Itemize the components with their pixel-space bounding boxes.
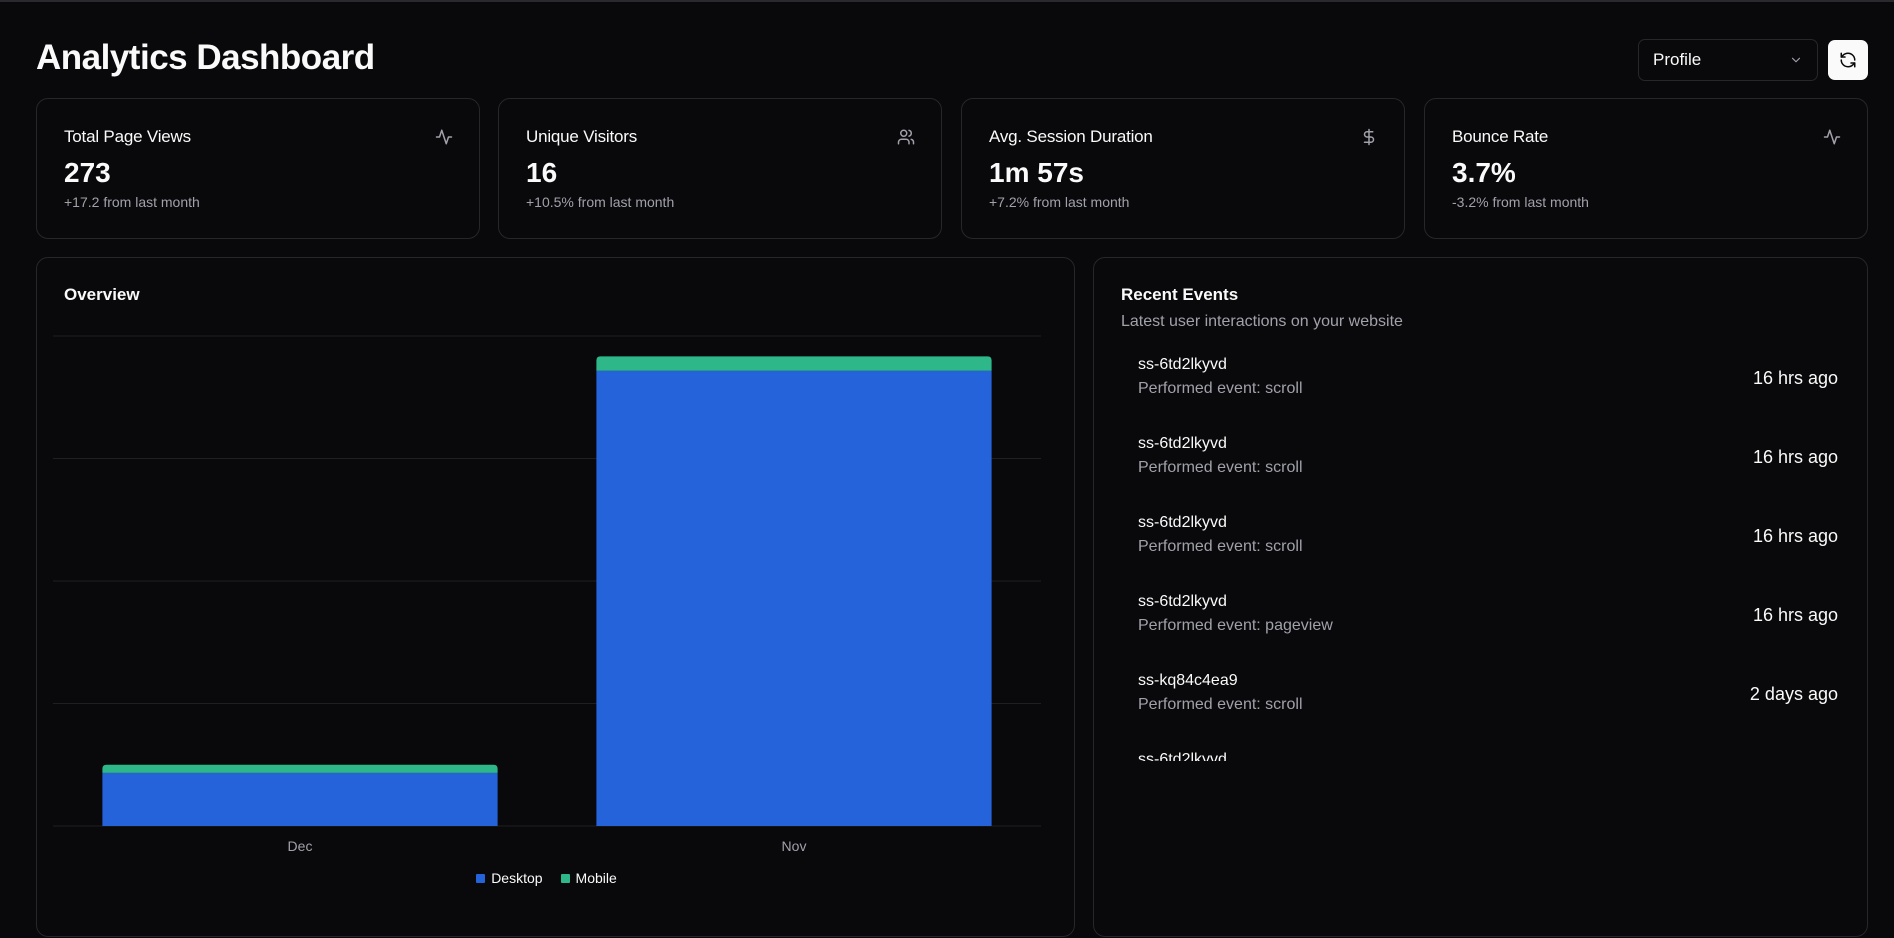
profile-select[interactable]: Profile [1638, 39, 1818, 81]
chevron-down-icon [1791, 57, 1801, 63]
dollar-icon [1363, 128, 1375, 146]
stat-card-page-views: Total Page Views 273 +17.2 from last mon… [36, 98, 480, 239]
list-item[interactable]: ss-6td2lkyvd Performed event: scroll 16 … [1138, 356, 1838, 435]
recent-events-panel: Recent Events Latest user interactions o… [1093, 257, 1868, 937]
bar-desktop-nov[interactable] [596, 370, 992, 826]
legend-item-mobile[interactable]: Mobile [560, 870, 617, 886]
stat-delta: -3.2% from last month [1452, 194, 1589, 210]
stat-value: 1m 57s [989, 157, 1084, 188]
stat-label: Unique Visitors [526, 127, 638, 146]
events-title: Recent Events [1121, 285, 1239, 304]
event-time: 16 hrs ago [1752, 526, 1838, 546]
list-item[interactable]: ss-6td2lkyvd [1138, 751, 1838, 761]
event-session-id: ss-6td2lkyvd [1138, 593, 1227, 610]
refresh-icon [1840, 52, 1856, 68]
overview-title: Overview [64, 285, 140, 304]
overview-chart: Dec Nov [53, 335, 1041, 854]
legend-label: Mobile [575, 870, 617, 886]
overview-panel: Overview Dec Nov Desktop Mobile [36, 257, 1075, 937]
users-icon [897, 129, 915, 145]
event-session-id: ss-6td2lkyvd [1138, 435, 1227, 452]
stat-label: Bounce Rate [1452, 127, 1549, 146]
event-time: 16 hrs ago [1752, 447, 1838, 467]
event-description: Performed event: scroll [1138, 380, 1303, 397]
bar-mobile-dec[interactable] [102, 764, 498, 773]
list-item[interactable]: ss-6td2lkyvd Performed event: scroll 16 … [1138, 435, 1838, 514]
activity-icon [1823, 129, 1841, 145]
events-subtitle: Latest user interactions on your website [1121, 313, 1403, 330]
stat-card-unique-visitors: Unique Visitors 16 +10.5% from last mont… [498, 98, 942, 239]
event-session-id: ss-kq84c4ea9 [1138, 672, 1238, 689]
activity-icon [435, 129, 453, 145]
stat-delta: +10.5% from last month [526, 194, 675, 210]
stat-value: 273 [64, 157, 111, 188]
stat-card-session-duration: Avg. Session Duration 1m 57s +7.2% from … [961, 98, 1405, 239]
event-time: 2 days ago [1749, 684, 1838, 704]
event-description: Performed event: scroll [1138, 696, 1303, 713]
event-time: 16 hrs ago [1752, 368, 1838, 388]
event-description: Performed event: scroll [1138, 459, 1303, 476]
top-border [0, 0, 1894, 2]
event-description: Performed event: scroll [1138, 538, 1303, 555]
stat-label: Avg. Session Duration [989, 127, 1153, 146]
legend-swatch [476, 873, 486, 883]
x-tick-label: Dec [288, 838, 313, 854]
events-list[interactable]: ss-6td2lkyvd Performed event: scroll 16 … [1138, 356, 1838, 761]
profile-select-value: Profile [1653, 50, 1702, 69]
event-session-id: ss-6td2lkyvd [1138, 356, 1227, 373]
legend-label: Desktop [491, 870, 543, 886]
list-item[interactable]: ss-6td2lkyvd Performed event: scroll 16 … [1138, 514, 1838, 593]
stat-delta: +7.2% from last month [989, 194, 1130, 210]
list-item[interactable]: ss-6td2lkyvd Performed event: pageview 1… [1138, 593, 1838, 672]
legend-swatch [560, 873, 570, 883]
stat-value: 16 [526, 157, 558, 188]
chart-legend: Desktop Mobile [37, 870, 1076, 886]
stat-value: 3.7% [1452, 157, 1516, 188]
stat-label: Total Page Views [64, 127, 191, 146]
refresh-button[interactable] [1828, 40, 1868, 80]
event-time: 16 hrs ago [1752, 605, 1838, 625]
event-session-id: ss-6td2lkyvd [1138, 514, 1227, 531]
stat-card-bounce-rate: Bounce Rate 3.7% -3.2% from last month [1424, 98, 1868, 239]
x-tick-label: Nov [782, 838, 807, 854]
legend-item-desktop[interactable]: Desktop [476, 870, 543, 886]
page-title: Analytics Dashboard [36, 38, 375, 77]
bar-mobile-nov[interactable] [596, 356, 992, 371]
bar-desktop-dec[interactable] [102, 772, 498, 826]
stat-delta: +17.2 from last month [64, 194, 200, 210]
event-session-id: ss-6td2lkyvd [1138, 751, 1227, 761]
list-item[interactable]: ss-kq84c4ea9 Performed event: scroll 2 d… [1138, 672, 1838, 751]
event-description: Performed event: pageview [1138, 617, 1333, 634]
